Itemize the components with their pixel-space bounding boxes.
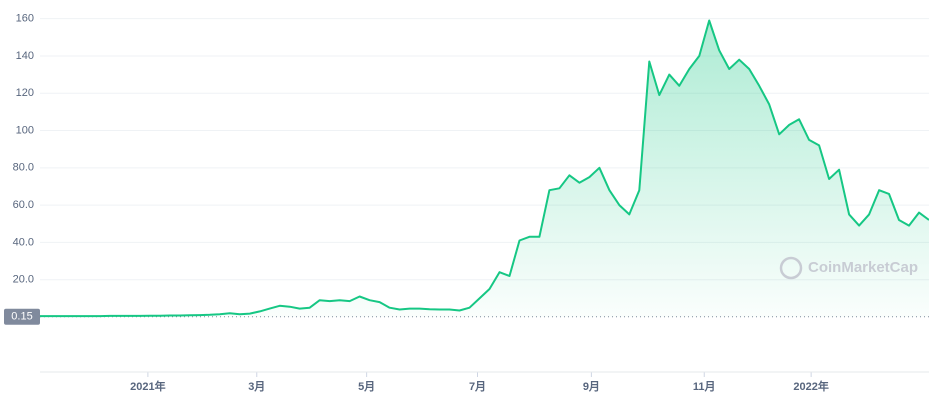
- y-tick-label: 80.0: [13, 162, 34, 174]
- x-tick-label: 3月: [248, 380, 265, 393]
- watermark-group: CoinMarketCap: [779, 256, 918, 280]
- watermark: CoinMarketCap: [808, 259, 918, 276]
- x-tick-label: 7月: [469, 380, 486, 393]
- y-tick-label: 120: [16, 87, 34, 99]
- x-tick-label: 5月: [358, 380, 375, 393]
- start-price-box: [4, 308, 40, 325]
- y-tick-label: 140: [16, 50, 34, 62]
- area: [40, 20, 929, 317]
- y-tick-label: 20.0: [13, 274, 34, 286]
- y-tick-label: 60.0: [13, 199, 34, 211]
- start-price-label: 0.15: [11, 311, 32, 323]
- y-tick-label: 40.0: [13, 236, 34, 248]
- x-tick-label: 11月: [693, 380, 716, 393]
- x-tick-label: 9月: [583, 380, 600, 393]
- y-tick-label: 100: [16, 124, 34, 136]
- price-line: [40, 19, 929, 318]
- y-tick-label: 160: [16, 13, 34, 25]
- x-tick-label: 2022年: [793, 379, 828, 393]
- x-tick-label: 2021年: [130, 379, 165, 393]
- watermark-logo: [779, 256, 803, 280]
